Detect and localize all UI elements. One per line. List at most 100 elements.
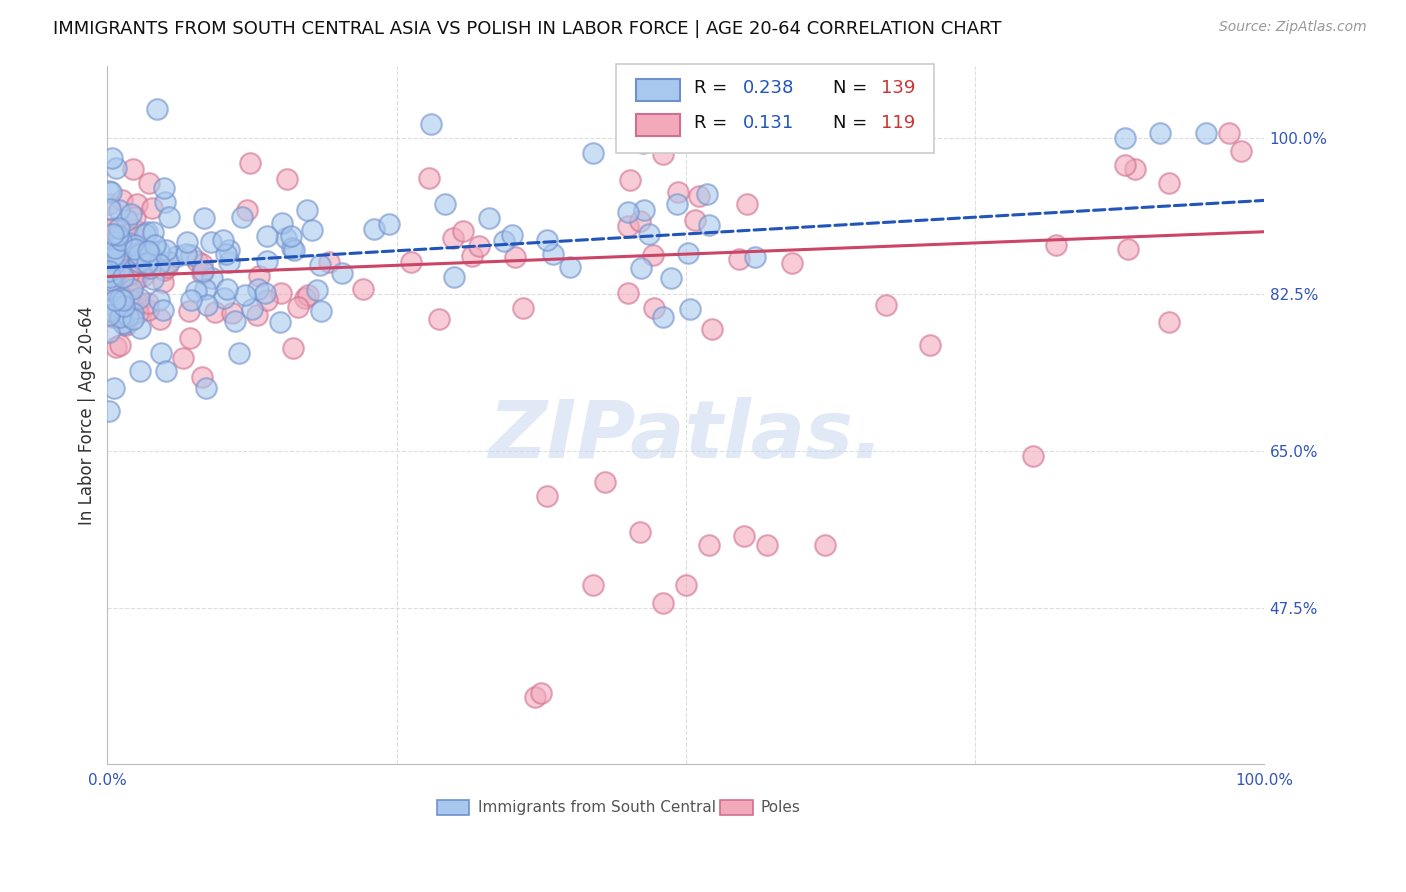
Point — [97, 404, 120, 418]
Point — [100, 151, 122, 165]
Text: Poles: Poles — [761, 799, 801, 814]
Point — [200, 235, 222, 250]
Point — [755, 538, 778, 552]
Text: IMMIGRANTS FROM SOUTH CENTRAL ASIA VS POLISH IN LABOR FORCE | AGE 20-64 CORRELAT: IMMIGRANTS FROM SOUTH CENTRAL ASIA VS PO… — [53, 20, 1002, 37]
Point — [1230, 144, 1253, 158]
Point — [582, 578, 605, 592]
Point — [117, 268, 139, 282]
Text: ZIPatlas.: ZIPatlas. — [488, 397, 883, 475]
Point — [108, 203, 131, 218]
Point — [103, 248, 125, 262]
Point — [97, 325, 120, 339]
Point — [246, 282, 269, 296]
Point — [136, 244, 159, 258]
Point — [108, 292, 131, 306]
Point — [98, 270, 121, 285]
Point — [97, 222, 120, 236]
Point — [128, 296, 150, 310]
Point — [121, 226, 143, 240]
Text: 139: 139 — [882, 79, 915, 97]
Point — [696, 187, 718, 202]
Point — [132, 252, 155, 266]
Point — [233, 288, 256, 302]
Point — [104, 341, 127, 355]
Point — [153, 194, 176, 209]
Point — [132, 248, 155, 262]
Point — [744, 250, 766, 264]
Point — [157, 254, 180, 268]
Text: 119: 119 — [882, 114, 915, 132]
Point — [155, 244, 177, 258]
Point — [218, 244, 240, 258]
Point — [256, 254, 278, 268]
Point — [270, 285, 292, 300]
Point — [138, 303, 160, 318]
Point — [115, 318, 138, 333]
Point — [193, 211, 215, 226]
Point — [156, 260, 179, 274]
Point — [157, 211, 180, 225]
Point — [652, 146, 675, 161]
Point — [125, 249, 148, 263]
Point — [104, 300, 127, 314]
Point — [124, 243, 146, 257]
Point — [128, 291, 150, 305]
Point — [1149, 126, 1171, 140]
Point — [146, 103, 169, 117]
Point — [875, 298, 897, 312]
Point — [98, 202, 121, 216]
Point — [239, 156, 262, 170]
Point — [676, 246, 699, 260]
Point — [377, 217, 399, 231]
Point — [628, 524, 651, 539]
Point — [132, 244, 155, 258]
Point — [128, 321, 150, 335]
Point — [131, 269, 153, 284]
Point — [269, 316, 291, 330]
Point — [441, 231, 464, 245]
Point — [112, 316, 135, 330]
Point — [524, 690, 547, 705]
Point — [172, 351, 194, 365]
Point — [108, 221, 131, 235]
Point — [1123, 162, 1146, 177]
Point — [136, 256, 159, 270]
Point — [125, 257, 148, 271]
Point — [124, 292, 146, 306]
Point — [184, 284, 207, 298]
Point — [128, 248, 150, 262]
Point — [148, 257, 170, 271]
Point — [112, 317, 135, 331]
Point — [638, 227, 661, 241]
Point — [124, 274, 146, 288]
Point — [659, 271, 682, 285]
Point — [124, 211, 146, 225]
Point — [186, 254, 208, 268]
Point — [461, 250, 484, 264]
Point — [697, 538, 720, 552]
Point — [582, 146, 605, 161]
Point — [122, 306, 145, 320]
Point — [98, 244, 121, 259]
FancyBboxPatch shape — [616, 64, 935, 153]
Point — [191, 267, 214, 281]
Point — [111, 194, 134, 208]
Point — [1195, 126, 1218, 140]
Point — [103, 257, 125, 271]
Point — [256, 293, 278, 307]
Point — [128, 254, 150, 268]
Point — [434, 197, 457, 211]
Text: Immigrants from South Central Asia: Immigrants from South Central Asia — [478, 799, 752, 814]
Point — [98, 238, 121, 252]
Point — [697, 218, 720, 232]
Bar — [720, 800, 752, 815]
Point — [98, 270, 121, 285]
Point — [512, 301, 534, 315]
Point — [124, 238, 146, 252]
Point — [271, 216, 294, 230]
Point — [503, 251, 526, 265]
Point — [330, 266, 353, 280]
Point — [191, 257, 214, 271]
Point — [536, 233, 558, 247]
Point — [301, 223, 323, 237]
